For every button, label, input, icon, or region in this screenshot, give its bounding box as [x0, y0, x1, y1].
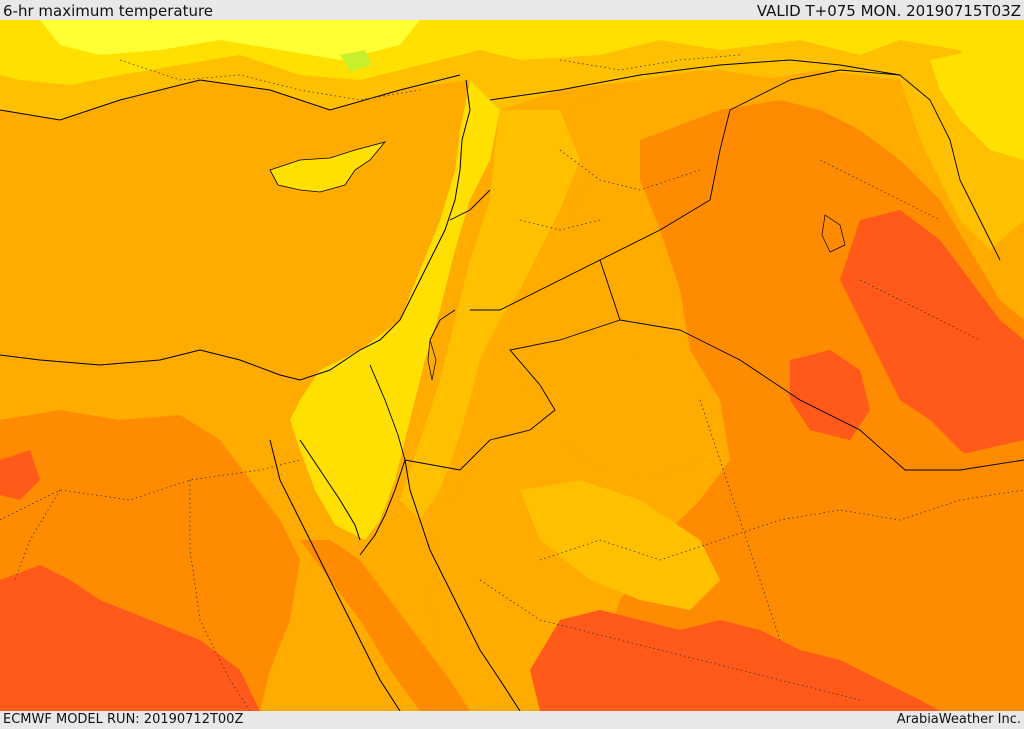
valid-time-label: VALID T+075 MON. 20190715T03Z	[756, 2, 1021, 20]
coastlines	[0, 59, 901, 711]
temperature-zone-egypt-deep	[0, 565, 260, 711]
temperature-zone-north-brightest	[40, 20, 420, 60]
temperature-zone-levant-inland	[400, 110, 580, 520]
lake-tharthar-marker	[821, 214, 846, 253]
credit-label: ArabiaWeather Inc.	[896, 712, 1021, 727]
temperature-zone-saudi-amber-patch-2	[520, 480, 720, 610]
temperature-zone-green-spot	[340, 50, 372, 72]
temperature-zone-levant-coast	[300, 80, 500, 520]
temperature-zone-gulf-coast	[920, 440, 1024, 711]
temperature-zone-iraq-deep	[840, 210, 1024, 470]
temperature-zone-iraq-deep-2	[790, 350, 870, 440]
map-header: 6-hr maximum temperature VALID T+075 MON…	[0, 0, 1024, 20]
temperature-zone-saudi-deep	[530, 610, 940, 711]
red-sea-field	[300, 540, 470, 711]
map-title: 6-hr maximum temperature	[3, 2, 214, 20]
temperature-map[interactable]	[0, 20, 1024, 711]
temperature-zone-egypt-deep-2	[0, 450, 40, 500]
cyprus-island	[269, 141, 387, 193]
model-run-label: ECMWF MODEL RUN: 20190712T00Z	[3, 712, 244, 727]
temperature-zone-north-iraq-yellow	[930, 40, 1024, 160]
temperature-zone-saudi-amber-patch	[520, 340, 720, 480]
map-footer: ECMWF MODEL RUN: 20190712T00Z ArabiaWeat…	[0, 711, 1024, 729]
country-borders	[369, 69, 1024, 471]
province-borders	[0, 54, 1024, 711]
dead-sea-marker	[427, 339, 437, 381]
temperature-zone-sinai	[290, 400, 380, 540]
